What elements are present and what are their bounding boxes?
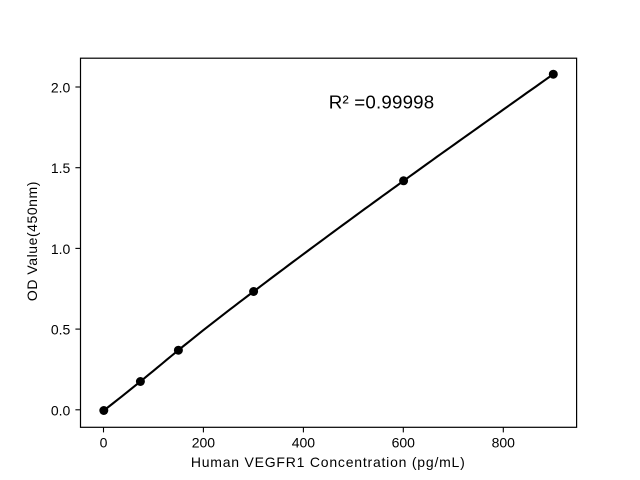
svg-text:2.0: 2.0 xyxy=(51,80,71,96)
svg-text:0: 0 xyxy=(100,435,108,451)
svg-text:400: 400 xyxy=(292,435,316,451)
svg-text:R² =0.99998: R² =0.99998 xyxy=(329,92,435,113)
svg-text:1.5: 1.5 xyxy=(51,160,71,176)
svg-text:800: 800 xyxy=(492,435,516,451)
svg-text:600: 600 xyxy=(392,435,416,451)
svg-text:200: 200 xyxy=(192,435,216,451)
svg-text:0.0: 0.0 xyxy=(51,402,71,418)
svg-text:1.0: 1.0 xyxy=(51,241,71,257)
svg-text:0.5: 0.5 xyxy=(51,322,71,338)
svg-text:Human VEGFR1 Concentration (pg: Human VEGFR1 Concentration (pg/mL) xyxy=(191,454,466,470)
svg-text:OD Value(450nm): OD Value(450nm) xyxy=(24,181,40,301)
